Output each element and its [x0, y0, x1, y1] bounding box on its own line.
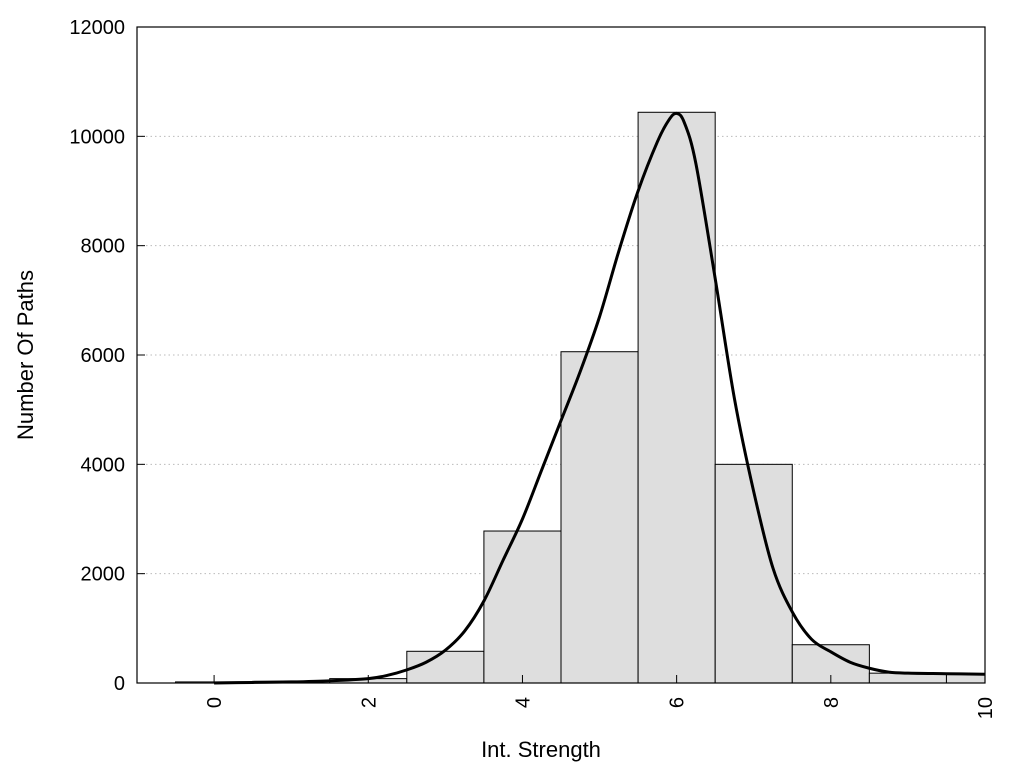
y-tick-label: 10000 — [69, 126, 125, 148]
x-axis-title: Int. Strength — [481, 737, 601, 762]
x-tick-label: 6 — [667, 697, 689, 708]
x-tick-label: 0 — [204, 697, 226, 708]
y-tick-label: 12000 — [69, 17, 125, 39]
bars — [175, 111, 986, 684]
density-curve — [214, 111, 986, 685]
density-curve-layer — [214, 111, 986, 685]
x-tick-label: 4 — [512, 697, 534, 708]
y-tick-label: 2000 — [81, 564, 126, 586]
y-axis-title: Number Of Paths — [13, 270, 38, 440]
y-tick-label: 4000 — [81, 454, 126, 476]
y-tick-label: 6000 — [81, 345, 126, 367]
histogram-bar — [714, 463, 793, 684]
x-tick-label: 2 — [358, 697, 380, 708]
y-tick-label: 0 — [114, 673, 125, 695]
histogram-bar — [637, 111, 716, 684]
y-tick-label: 8000 — [81, 236, 126, 258]
histogram-bar — [483, 530, 562, 684]
x-tick-label: 8 — [821, 697, 843, 708]
histogram-bar — [560, 351, 639, 684]
x-tick-label: 10 — [975, 697, 997, 719]
ticks: 0 2000 4000 6000 8000 10000 12000 0 2 4 6 8 10 — [69, 17, 997, 719]
